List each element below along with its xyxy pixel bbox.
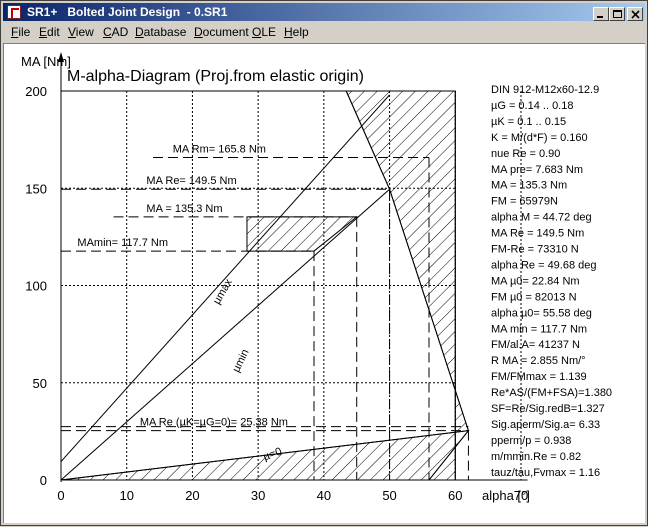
menu-view[interactable]: View bbox=[68, 25, 94, 39]
x-tick-label: 50 bbox=[382, 488, 396, 503]
result-line: alpha Re = 49.68 deg bbox=[491, 259, 597, 271]
result-line: FM-Re = 73310 N bbox=[491, 244, 579, 256]
title-bar[interactable]: SR1+ Bolted Joint Design - 0.SR1 bbox=[3, 3, 645, 21]
x-tick-label: 30 bbox=[251, 488, 265, 503]
hatched-region-operating bbox=[246, 216, 359, 252]
minimize-button[interactable] bbox=[593, 7, 609, 21]
x-tick-label: 70 bbox=[514, 488, 528, 503]
menu-file[interactable]: File bbox=[11, 25, 31, 39]
result-line: DIN 912-M12x60-12.9 bbox=[491, 84, 599, 96]
result-line: pperm/p = 0.938 bbox=[491, 435, 571, 447]
y-tick-label: 0 bbox=[40, 473, 47, 488]
m-alpha-chart: 0 10 20 30 40 50 60 70 0 50 100 150 200 MA Rm= 165.8 … bbox=[21, 52, 612, 503]
y-tick-label: 100 bbox=[25, 279, 47, 294]
series-line-0 bbox=[60, 94, 390, 462]
result-line: tauz/tau,Fvmax = 1.16 bbox=[491, 467, 600, 479]
result-line: µK = 0.1 .. 0.15 bbox=[491, 116, 566, 128]
chart-title: M-alpha-Diagram (Proj.from elastic origi… bbox=[67, 68, 364, 85]
result-line: FM/al.A= 41237 N bbox=[491, 339, 580, 351]
result-line: alpha M = 44.72 deg bbox=[491, 212, 592, 224]
close-button[interactable] bbox=[627, 7, 643, 21]
menu-document[interactable]: Document bbox=[194, 25, 249, 39]
x-axis-label: alpha [°] bbox=[482, 488, 530, 503]
y-axis-label: MA [Nm] bbox=[21, 54, 71, 69]
y-tick-label: 150 bbox=[25, 181, 47, 196]
app-logo-icon[interactable] bbox=[7, 5, 21, 19]
window-title: SR1+ Bolted Joint Design - 0.SR1 bbox=[27, 5, 228, 19]
x-tick-label: 0 bbox=[57, 488, 64, 503]
result-line: MA = 135.3 Nm bbox=[491, 180, 567, 192]
line-label: µmax bbox=[211, 277, 235, 307]
annotation-label: MAmin= 117.7 Nm bbox=[77, 237, 168, 249]
menu-ole[interactable]: OLE bbox=[252, 25, 277, 39]
y-axis-arrow bbox=[58, 52, 64, 62]
annotation-label: MA Re= 149.5 Nm bbox=[146, 175, 236, 187]
chart-area: 0 10 20 30 40 50 60 70 0 50 100 150 200 MA Rm= 165.8 … bbox=[3, 43, 645, 523]
menu-help[interactable]: Help bbox=[284, 25, 309, 39]
menu-cad[interactable]: CAD bbox=[103, 25, 129, 39]
result-line: µG = 0.14 .. 0.18 bbox=[491, 100, 573, 112]
result-line: alpha µ0= 55.58 deg bbox=[491, 307, 592, 319]
result-line: FM = 65979N bbox=[491, 196, 558, 208]
menu-bar: File Edit View CAD Database Document OLE… bbox=[3, 23, 645, 42]
series-line-2 bbox=[60, 430, 469, 481]
y-tick-label: 200 bbox=[25, 84, 47, 99]
result-line: MA pre= 7.683 Nm bbox=[491, 164, 583, 176]
annotation-label: MA Rm= 165.8 Nm bbox=[173, 144, 266, 156]
annotation-label: MA Re (µK=µG=0)= 25.38 Nm bbox=[140, 417, 288, 429]
result-line: FM µ0 = 82013 N bbox=[491, 291, 577, 303]
menu-database[interactable]: Database bbox=[135, 25, 187, 39]
menu-edit[interactable]: Edit bbox=[39, 25, 60, 39]
result-line: R MA = 2.855 Nm/° bbox=[491, 355, 586, 367]
result-line: MA Re = 149.5 Nm bbox=[491, 228, 584, 240]
x-tick-label: 10 bbox=[119, 488, 133, 503]
result-line: K = M/(d*F) = 0.160 bbox=[491, 132, 588, 144]
x-tick-label: 40 bbox=[317, 488, 331, 503]
result-line: Re*AS/(FM+FSA)=1.380 bbox=[491, 387, 612, 399]
result-line: Sig.aperm/Sig.a= 6.33 bbox=[491, 419, 600, 431]
result-line: MA µ0= 22.84 Nm bbox=[491, 275, 580, 287]
annotation-label: MA = 135.3 Nm bbox=[146, 203, 222, 215]
y-tick-label: 50 bbox=[33, 376, 47, 391]
x-tick-label: 20 bbox=[185, 488, 199, 503]
line-label: µmin bbox=[230, 347, 251, 374]
result-line: m/mmin.Re = 0.82 bbox=[491, 451, 581, 463]
result-line: nue Re = 0.90 bbox=[491, 148, 560, 160]
result-line: FM/FMmax = 1.139 bbox=[491, 371, 587, 383]
result-line: MA min = 117.7 Nm bbox=[491, 323, 587, 335]
result-line: SF=Re/Sig.redB=1.327 bbox=[491, 403, 605, 415]
series-line-1 bbox=[60, 188, 390, 481]
x-tick-label: 60 bbox=[448, 488, 462, 503]
maximize-button[interactable] bbox=[609, 7, 625, 21]
